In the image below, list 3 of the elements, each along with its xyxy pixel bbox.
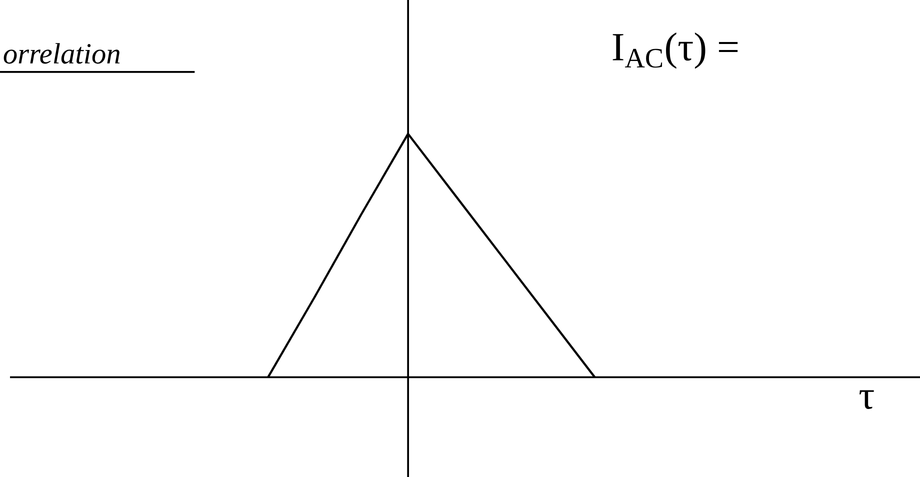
chart-title: orrelation [4, 43, 120, 64]
text: I$_{AC}$(τ) = [612, 32, 738, 69]
text: τ [860, 390, 874, 410]
